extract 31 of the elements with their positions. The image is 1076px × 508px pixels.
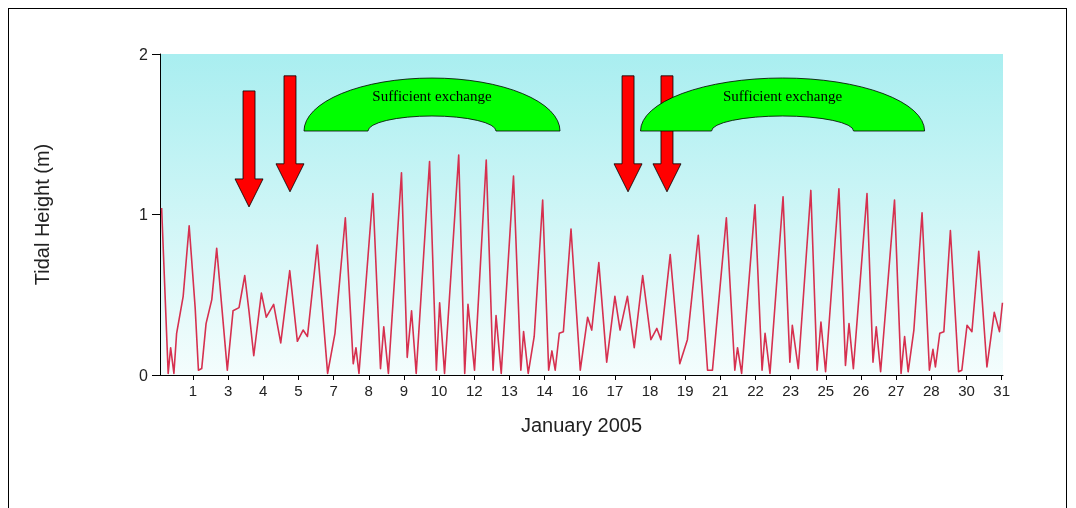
x-tick-label: 10 (430, 382, 448, 399)
x-tick-label: 26 (852, 382, 870, 399)
x-tick-label: 27 (887, 382, 905, 399)
annotation: Sufficient exchange (372, 88, 492, 104)
x-tick-label: 14 (536, 382, 553, 399)
x-tick-label: 16 (571, 382, 589, 399)
y-axis-title: Tidal Height (m) (31, 143, 53, 286)
x-tick-label: 4 (259, 382, 268, 399)
x-tick-label: 23 (782, 382, 800, 399)
x-tick-label: 18 (641, 382, 659, 399)
y-tick-label: 1 (139, 206, 149, 223)
x-tick-label: 28 (922, 382, 940, 399)
x-tick-label: 7 (329, 382, 338, 399)
x-tick-label: 22 (747, 382, 764, 399)
x-tick-label: 12 (465, 382, 483, 399)
x-tick-label: 17 (606, 382, 624, 399)
annotation: Sufficient exchange (722, 88, 843, 104)
x-tick-label: 31 (993, 382, 1010, 399)
x-tick-label: 13 (501, 382, 518, 399)
x-tick-label: 21 (712, 382, 729, 399)
x-tick-label: 30 (958, 382, 975, 399)
x-axis-title: January 2005 (520, 414, 643, 436)
x-tick-label: 1 (188, 382, 198, 399)
x-tick-label: 19 (676, 382, 694, 399)
x-tick-label: 9 (399, 382, 409, 399)
y-tick-label: 2 (139, 45, 149, 63)
x-tick-label: 3 (223, 382, 233, 399)
x-tick-label: 25 (817, 382, 835, 399)
y-tick-label: 0 (139, 366, 149, 384)
x-tick-label: 5 (294, 382, 303, 399)
x-tick-label: 8 (364, 382, 373, 399)
